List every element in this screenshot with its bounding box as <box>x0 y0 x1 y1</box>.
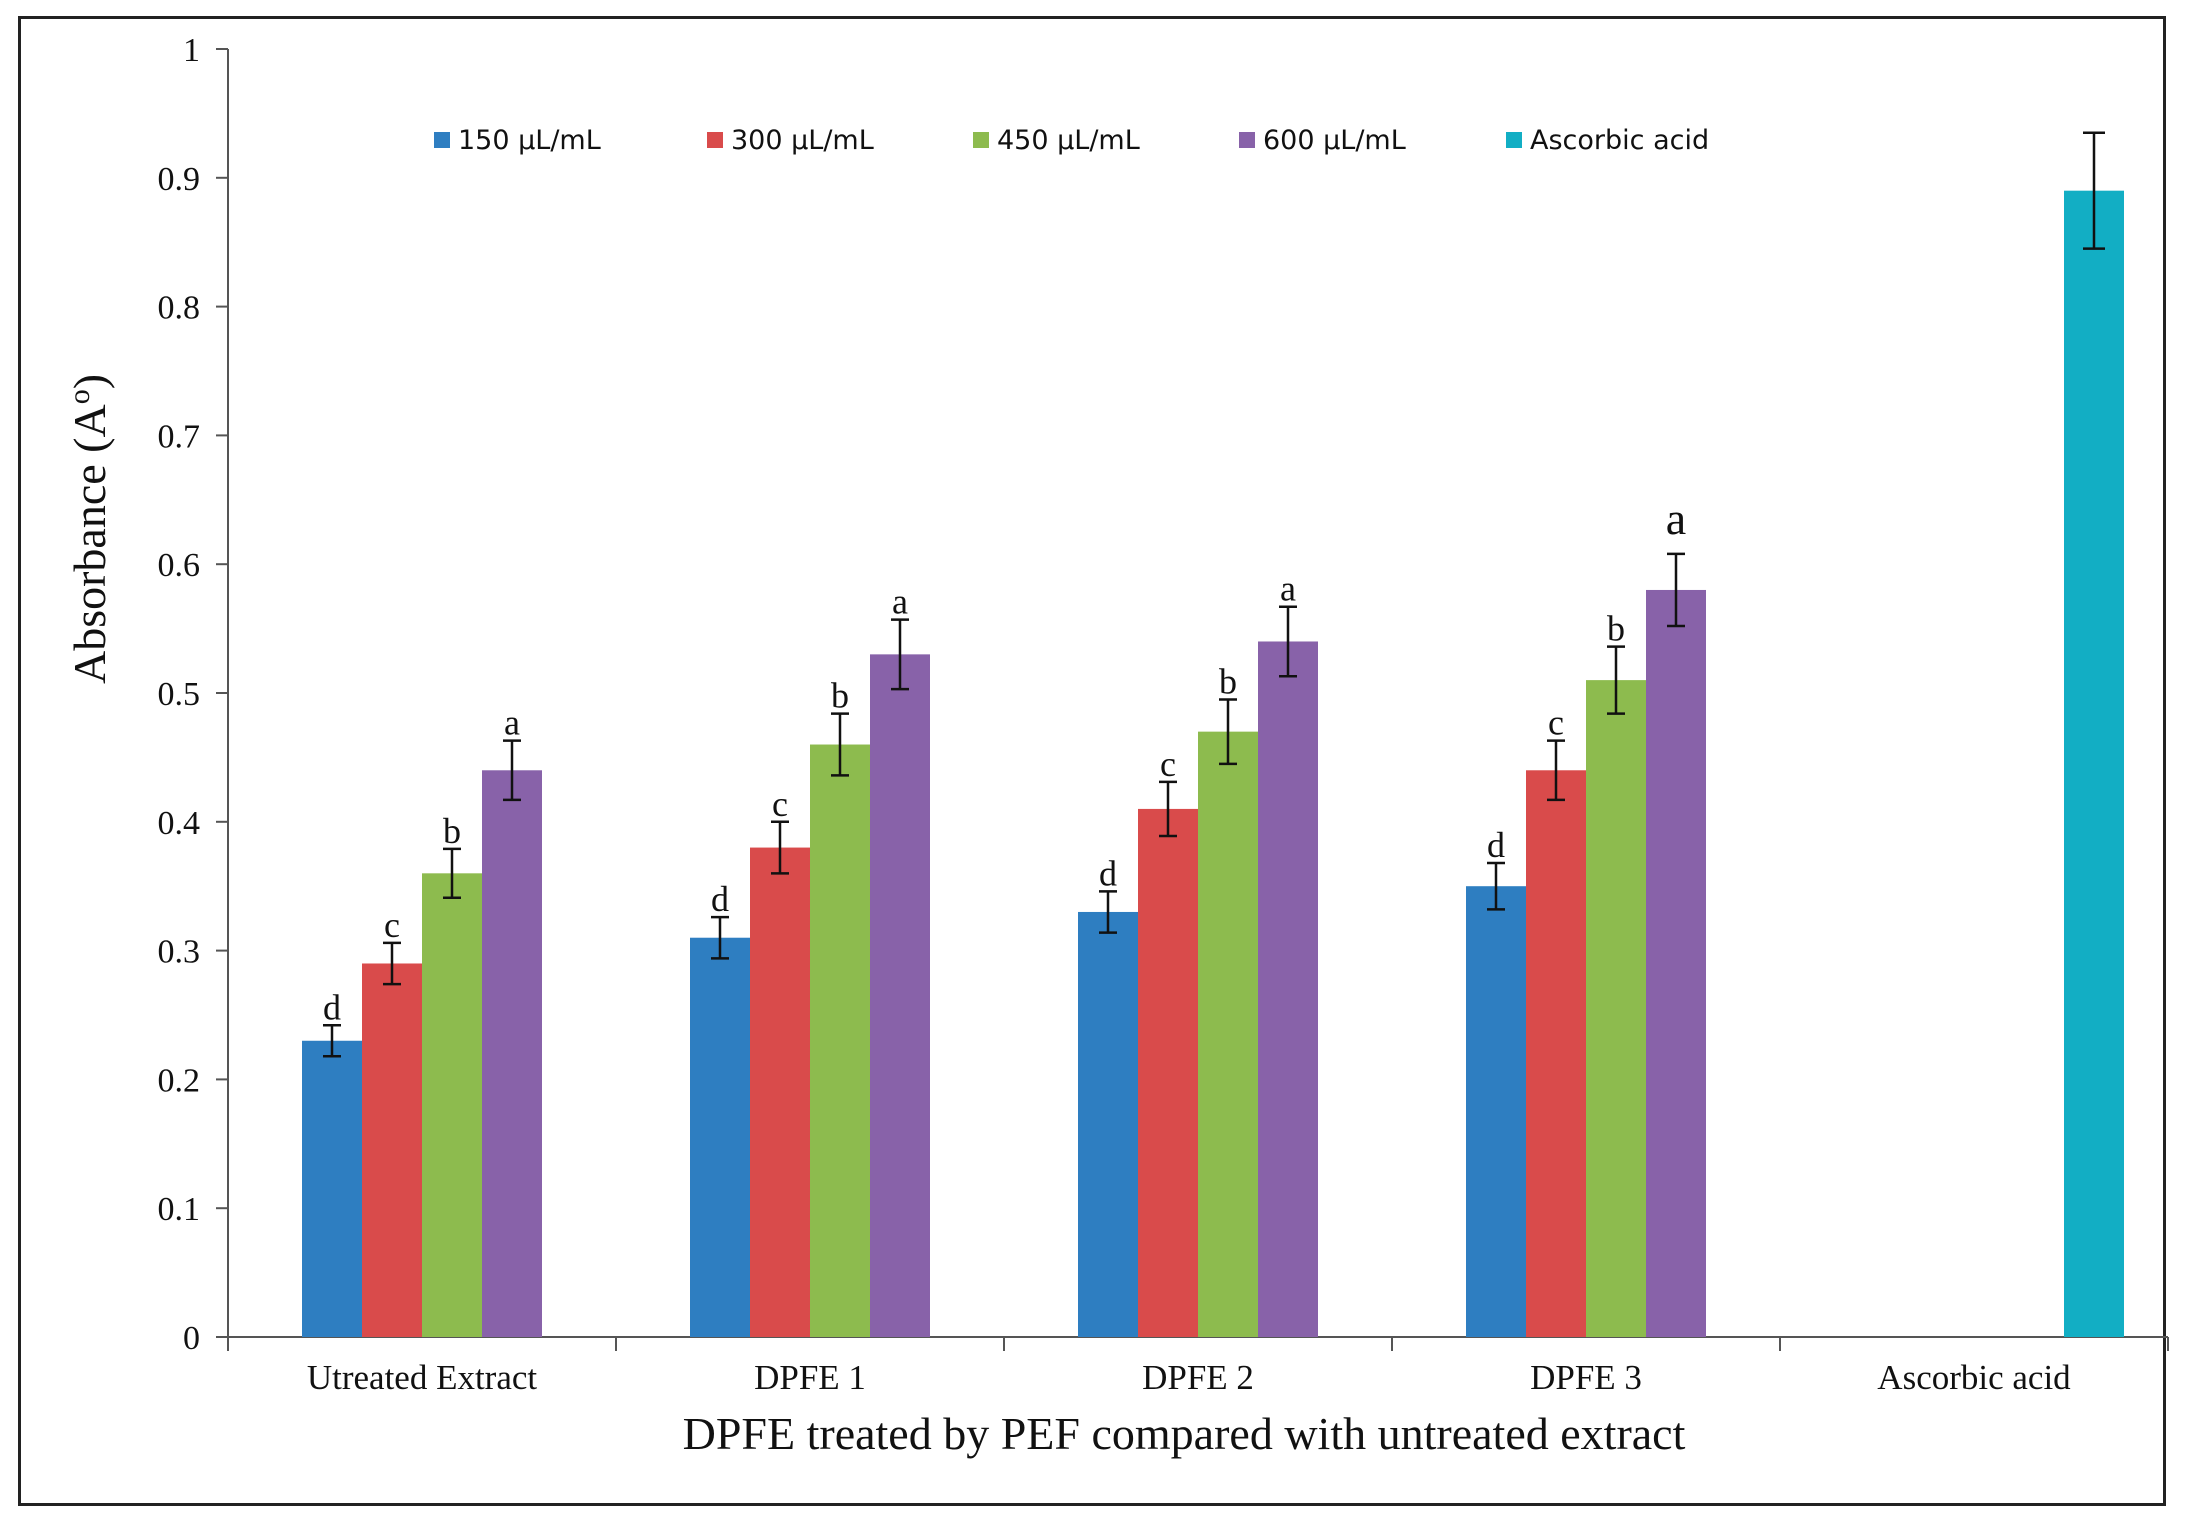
legend-swatch <box>1506 132 1522 148</box>
x-category-label: DPFE 3 <box>1530 1358 1642 1397</box>
bar <box>1466 886 1526 1337</box>
legend: 150 µL/mL 300 µL/mL 450 µL/mL 600 µL/mL Asco… <box>434 125 1709 156</box>
axes-layer: 0 0.1 0.2 0.3 0.4 0.5 0.6 0.7 0.8 0.9 1 Utreated Ex… <box>158 32 2169 1397</box>
y-axis-title-superscript: o <box>63 389 96 404</box>
legend-label: 600 µL/mL <box>1263 125 1406 156</box>
legend-label: 150 µL/mL <box>458 125 601 156</box>
bar-chart: 0 0.1 0.2 0.3 0.4 0.5 0.6 0.7 0.8 0.9 1 Utreated Ex… <box>63 32 2169 1459</box>
y-tick-label: 0.8 <box>158 290 201 327</box>
bar <box>1138 808 1198 1337</box>
bar <box>302 1040 362 1337</box>
legend-swatch <box>973 132 989 148</box>
bar <box>422 873 482 1337</box>
significance-label: d <box>711 879 729 919</box>
y-tick-label: 0.3 <box>158 934 201 971</box>
y-tick-label: 0.9 <box>158 161 201 198</box>
bar <box>690 937 750 1337</box>
significance-label: a <box>892 582 908 622</box>
bars-layer: d c b a d c b a d c b a d c b a <box>302 131 2124 1338</box>
significance-label: b <box>831 676 849 716</box>
x-category-label: Ascorbic acid <box>1877 1358 2071 1397</box>
bar <box>1258 641 1318 1337</box>
y-axis-title: Absorbance (Ao) <box>63 374 116 684</box>
y-axis-title-close: ) <box>64 374 115 389</box>
bar <box>750 847 810 1337</box>
bar <box>1526 770 1586 1337</box>
y-tick-label: 0.5 <box>158 676 201 713</box>
bar <box>1078 911 1138 1337</box>
significance-label: c <box>1548 703 1564 743</box>
y-tick-label: 0.2 <box>158 1062 201 1099</box>
y-tick-label: 1 <box>183 32 200 69</box>
significance-label: d <box>1099 853 1117 893</box>
bar <box>870 654 930 1337</box>
bar <box>1646 589 1706 1337</box>
significance-label: c <box>384 905 400 945</box>
significance-label: d <box>323 987 341 1027</box>
legend-swatch <box>1239 132 1255 148</box>
significance-label: b <box>1219 661 1237 701</box>
significance-label: b <box>443 811 461 851</box>
y-axis-title-main: Absorbance (A <box>64 404 115 684</box>
legend-swatch <box>434 132 450 148</box>
x-axis-title: DPFE treated by PEF compared with untrea… <box>683 1408 1686 1459</box>
y-tick-label: 0.4 <box>158 805 201 842</box>
chart-frame: 0 0.1 0.2 0.3 0.4 0.5 0.6 0.7 0.8 0.9 1 Utreated Ex… <box>18 16 2169 1506</box>
significance-label: c <box>1160 744 1176 784</box>
significance-label: c <box>772 784 788 824</box>
legend-swatch <box>707 132 723 148</box>
y-tick-label: 0.7 <box>158 418 201 455</box>
legend-label: Ascorbic acid <box>1530 125 1709 156</box>
x-category-label: DPFE 2 <box>1142 1358 1254 1397</box>
x-category-label: DPFE 1 <box>754 1358 866 1397</box>
bar <box>482 770 542 1337</box>
bar <box>2064 190 2124 1338</box>
legend-label: 450 µL/mL <box>997 125 1140 156</box>
bar <box>362 963 422 1337</box>
significance-label: a <box>1280 569 1296 609</box>
legend-label: 300 µL/mL <box>731 125 874 156</box>
significance-label: a <box>504 703 520 743</box>
significance-label: b <box>1607 609 1625 649</box>
y-tick-label: 0.1 <box>158 1191 201 1228</box>
bar <box>810 744 870 1337</box>
y-tick-label: 0.6 <box>158 547 201 584</box>
significance-label: a <box>1666 493 1686 544</box>
x-category-label: Utreated Extract <box>307 1358 538 1397</box>
bar <box>1198 731 1258 1337</box>
y-tick-label: 0 <box>183 1320 200 1357</box>
significance-label: d <box>1487 825 1505 865</box>
bar <box>1586 680 1646 1337</box>
